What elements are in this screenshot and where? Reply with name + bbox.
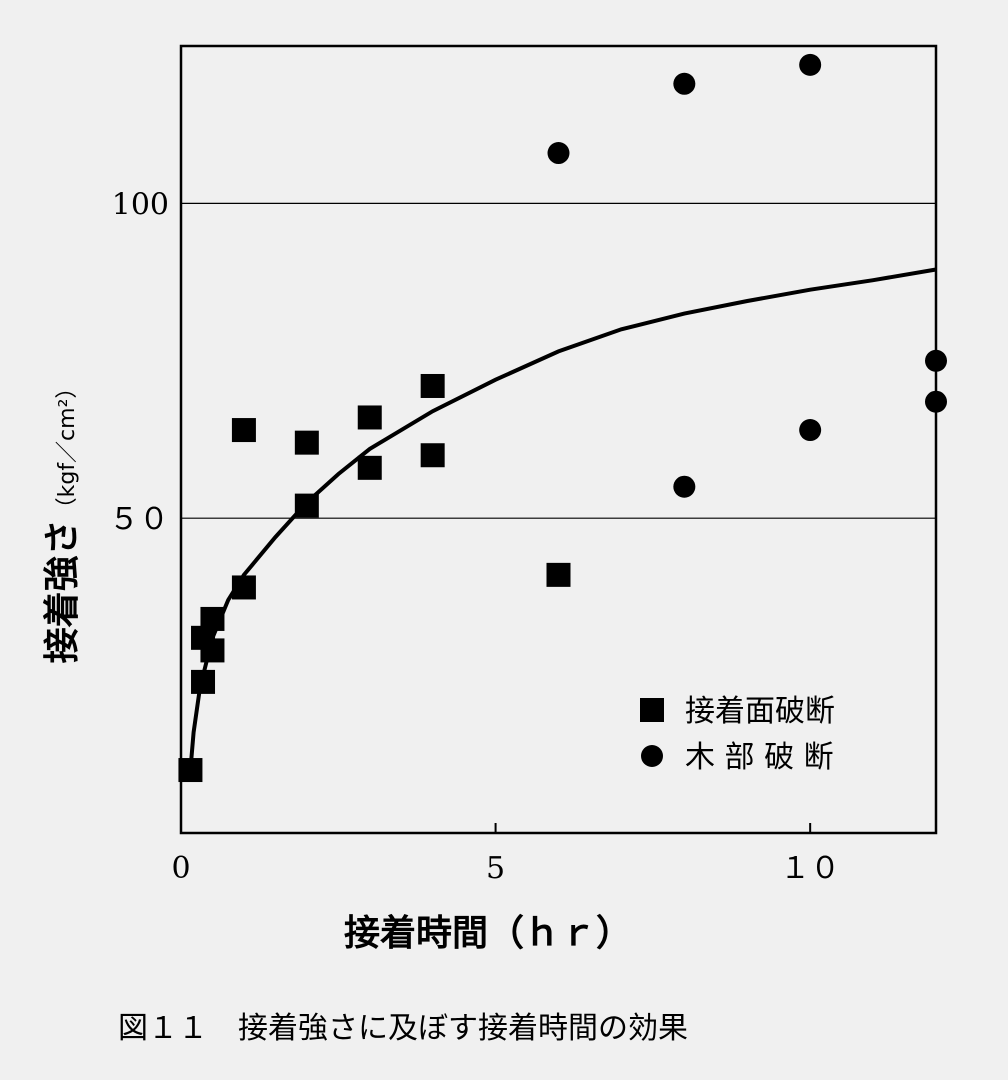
legend-marker-circle (641, 745, 663, 767)
figure-caption: 図１１ 接着強さに及ぼす接着時間の効果 (118, 1011, 688, 1046)
data-point-square (200, 638, 225, 663)
y-tick-label: 100 (112, 187, 169, 222)
data-point-square (294, 493, 319, 518)
legend-label: 接着面破断 (685, 694, 835, 729)
data-point-circle (925, 390, 947, 413)
y-axis-label-main: 接着強さ (42, 519, 83, 663)
x-tick-label: 5 (486, 851, 505, 886)
data-point-square (546, 562, 571, 587)
data-point-circle (547, 142, 570, 165)
data-point-circle (799, 53, 822, 76)
x-axis-label: 接着時間（ｈｒ） (344, 913, 632, 954)
data-point-square (178, 758, 203, 783)
y-axis-label-unit: （kgf／cm²） (55, 377, 80, 520)
data-point-square (231, 418, 256, 443)
x-tick-label: 0 (171, 851, 190, 886)
legend-marker-square (640, 698, 664, 722)
data-point-square (231, 575, 256, 600)
data-point-square (420, 373, 445, 398)
data-point-square (294, 430, 319, 455)
data-point-square (200, 606, 225, 631)
data-point-square (357, 405, 382, 430)
data-point-square (191, 669, 216, 694)
data-point-circle (673, 72, 696, 95)
legend-label: 木 部 破 断 (685, 740, 834, 775)
y-axis-label: 接着強さ（kgf／cm²） (42, 377, 83, 664)
plot-frame (179, 44, 938, 835)
data-point-circle (799, 419, 822, 442)
data-point-square (357, 455, 382, 480)
y-tick-label: ５０ (109, 502, 169, 537)
x-tick-label: １０ (780, 851, 840, 886)
data-point-circle (673, 475, 696, 498)
data-point-square (420, 443, 445, 468)
data-point-circle (925, 349, 947, 372)
